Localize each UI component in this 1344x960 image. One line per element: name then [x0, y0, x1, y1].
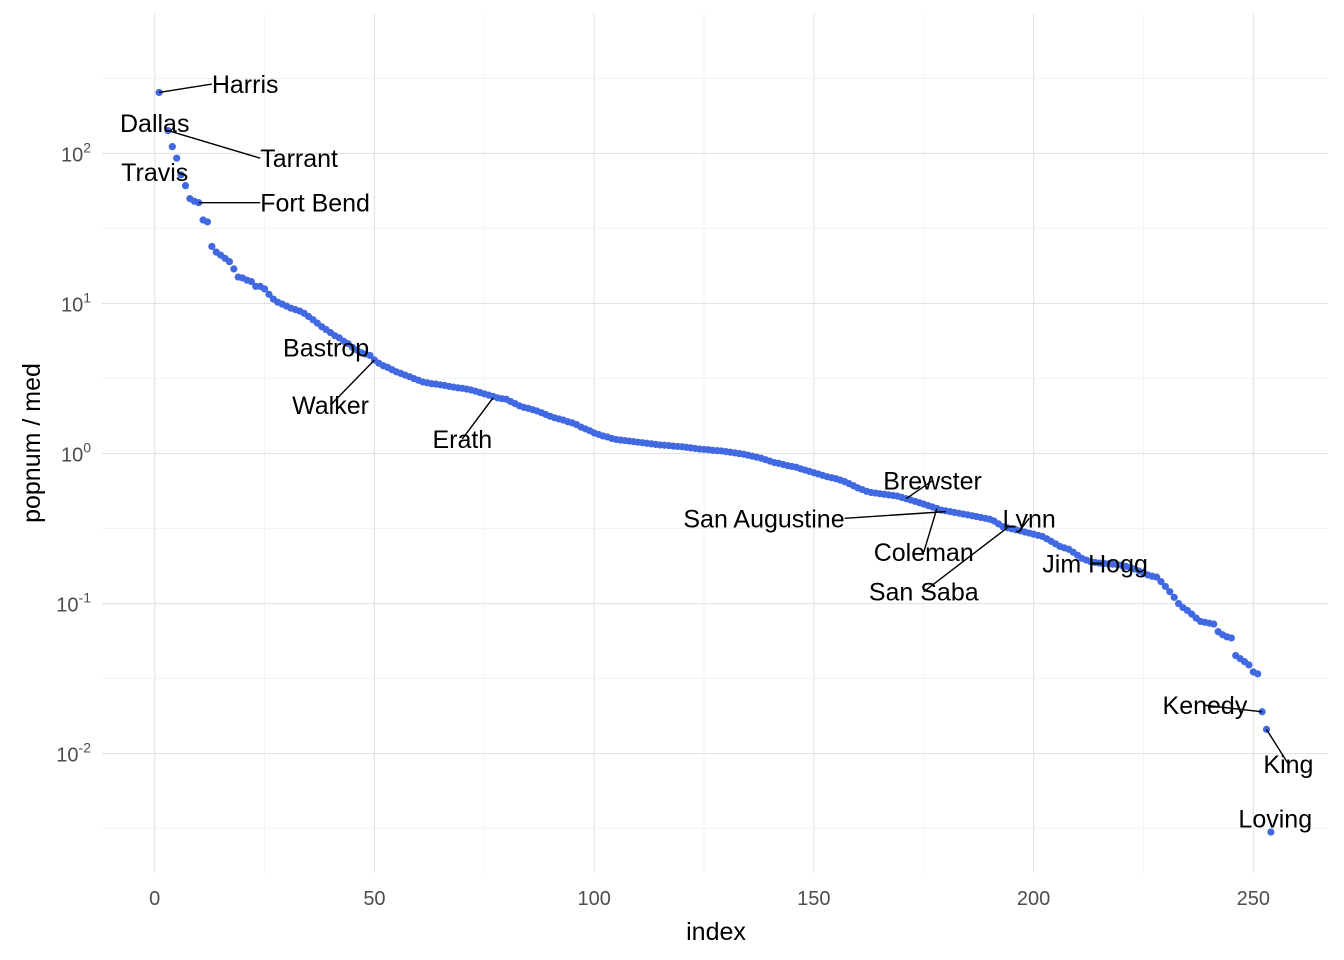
y-tick-label: 100	[61, 440, 91, 467]
annotation-leader	[461, 397, 494, 440]
annotation-leader	[923, 527, 1008, 593]
y-tick-label: 101	[61, 289, 91, 316]
data-point	[260, 285, 269, 293]
x-axis-title: index	[686, 918, 746, 946]
annotation-leaders	[159, 83, 1290, 765]
data-point	[203, 218, 212, 226]
annotation-label: San Saba	[869, 579, 979, 607]
annotation-label: Jim Hogg	[1042, 550, 1148, 578]
annotation-label: Lynn	[1003, 505, 1056, 533]
annotation-label: Coleman	[874, 539, 974, 567]
data-point	[1166, 588, 1174, 596]
x-tick-label: 250	[1237, 888, 1270, 910]
data-point	[181, 182, 190, 190]
annotation-label: Bastrop	[283, 334, 369, 362]
data-point	[1245, 661, 1253, 669]
annotation-label: Brewster	[883, 468, 982, 496]
annotation-label: King	[1263, 751, 1313, 779]
annotation-label: Erath	[432, 426, 492, 454]
data-point	[1161, 582, 1170, 591]
annotation-label: Dallas	[120, 110, 189, 138]
data-point	[208, 242, 216, 251]
data-point	[247, 277, 256, 286]
y-axis-title: popnum / med	[18, 363, 46, 523]
annotation-leader	[167, 129, 261, 159]
y-tick-label: 10-1	[56, 590, 91, 617]
annotation-leader	[159, 83, 212, 94]
x-axis-ticks: 0 50 100 150 200 250	[149, 888, 1270, 910]
data-point	[1153, 573, 1161, 581]
annotation-label: Fort Bend	[260, 190, 370, 218]
x-tick-label: 50	[363, 888, 385, 910]
annotation-label: Harris	[212, 71, 279, 99]
annotation-leader	[1265, 729, 1290, 765]
data-point	[155, 88, 163, 97]
x-tick-label: 100	[577, 888, 610, 910]
annotation-label: San Augustine	[683, 505, 844, 533]
data-point	[1254, 670, 1262, 678]
annotation-leader	[1019, 517, 1030, 531]
x-tick-label: 0	[149, 888, 160, 910]
annotation-label: Travis	[121, 159, 188, 187]
data-point	[173, 154, 181, 162]
annotation-label: Walker	[292, 392, 369, 420]
data-point	[230, 265, 238, 273]
data-point	[1157, 578, 1165, 586]
annotation-leader	[844, 510, 946, 520]
data-point	[1227, 634, 1235, 642]
data-point	[1170, 593, 1178, 601]
annotation-leader	[1204, 704, 1263, 713]
annotation-label: Tarrant	[260, 145, 338, 173]
grid	[102, 14, 1328, 873]
annotation-leader	[923, 508, 938, 553]
data-point	[177, 171, 185, 179]
y-tick-label: 102	[61, 139, 91, 166]
data-point	[265, 290, 273, 298]
data-point	[366, 351, 374, 360]
x-tick-label: 150	[797, 888, 830, 910]
annotation-leader	[330, 359, 375, 406]
annotation-labels: Harris Dallas Tarrant Travis Fort Bend Bastro…	[120, 71, 1313, 833]
annotation-label: Loving	[1238, 805, 1312, 833]
data-point	[1210, 620, 1218, 628]
data-point	[1267, 828, 1275, 836]
y-axis-ticks: 10-2 10-1 100 101 102	[56, 139, 91, 766]
data-points	[155, 88, 1275, 836]
y-tick-label: 10-2	[56, 740, 91, 767]
x-tick-label: 200	[1017, 888, 1050, 910]
data-point	[225, 258, 234, 266]
data-point	[168, 143, 176, 151]
annotation-leader	[905, 480, 933, 500]
annotation-label: Kenedy	[1163, 692, 1248, 720]
